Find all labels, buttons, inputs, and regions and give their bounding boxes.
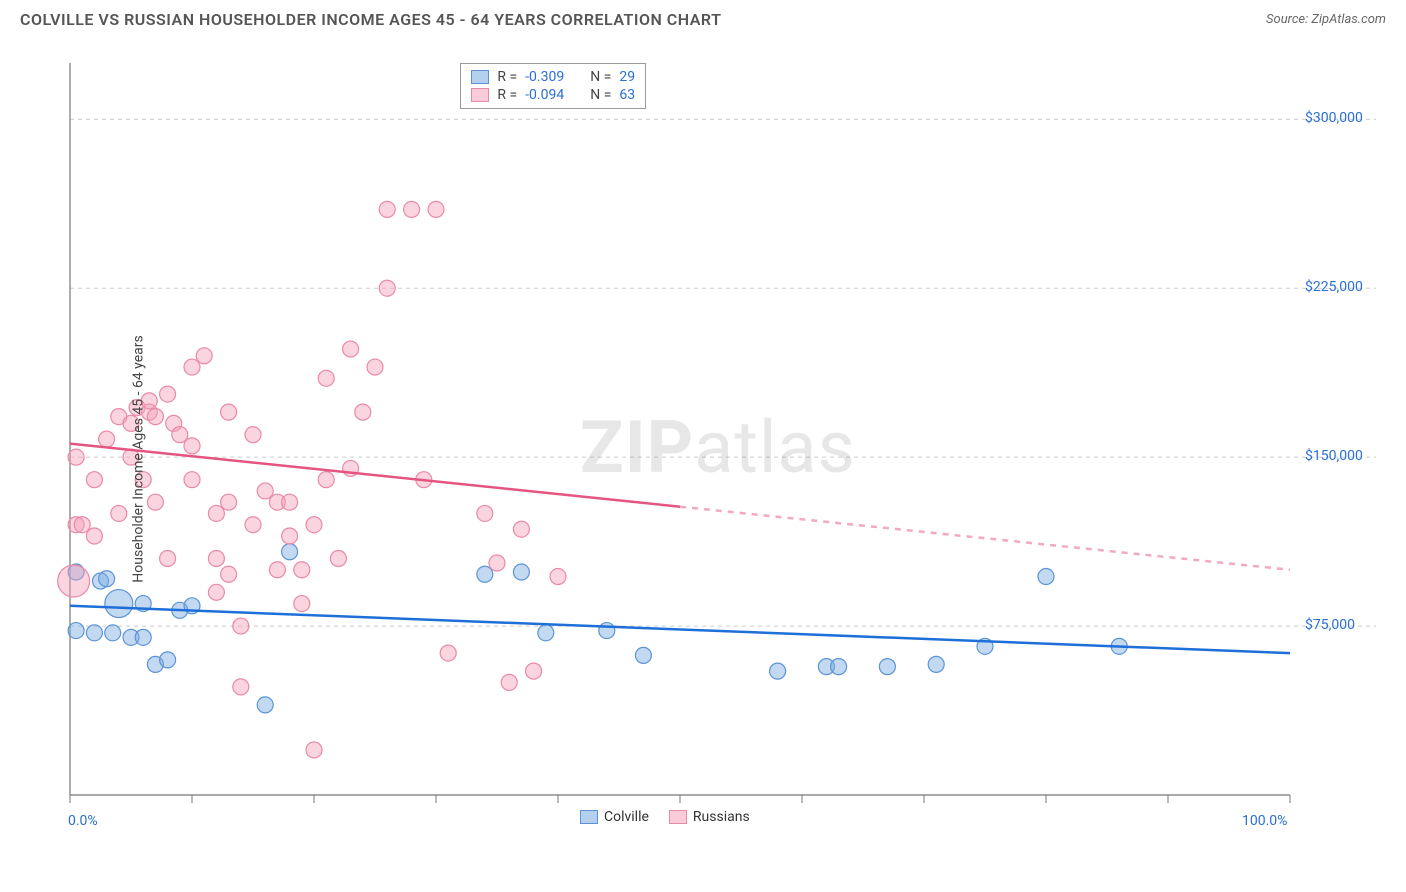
data-point (86, 472, 102, 488)
data-point (513, 564, 529, 580)
scatter-chart (20, 45, 1386, 872)
data-point (599, 623, 615, 639)
correlation-legend: R = -0.309N = 29R = -0.094N = 63 (460, 63, 646, 109)
data-point (160, 386, 176, 402)
data-point (160, 551, 176, 567)
data-point (477, 505, 493, 521)
data-point (489, 555, 505, 571)
y-tick-label: $225,000 (1305, 279, 1363, 295)
legend-stat-row: R = -0.094N = 63 (471, 86, 635, 104)
data-point (86, 528, 102, 544)
data-point (147, 494, 163, 510)
data-point (68, 449, 84, 465)
data-point (245, 517, 261, 533)
legend-stat-row: R = -0.309N = 29 (471, 68, 635, 86)
data-point (343, 341, 359, 357)
data-point (58, 565, 90, 597)
data-point (245, 427, 261, 443)
series-legend: Colville Russians (580, 809, 750, 825)
data-point (355, 404, 371, 420)
data-point (269, 562, 285, 578)
data-point (172, 427, 188, 443)
data-point (184, 359, 200, 375)
data-point (208, 505, 224, 521)
data-point (306, 517, 322, 533)
legend-item: Colville (580, 809, 649, 825)
data-point (318, 472, 334, 488)
data-point (404, 201, 420, 217)
data-point (105, 625, 121, 641)
legend-item: Russians (669, 809, 750, 825)
data-point (306, 742, 322, 758)
y-tick-label: $150,000 (1305, 448, 1363, 464)
data-point (440, 645, 456, 661)
data-point (501, 674, 517, 690)
data-point (221, 404, 237, 420)
y-axis-title: Householder Income Ages 45 - 64 years (131, 335, 147, 582)
data-point (770, 663, 786, 679)
data-point (86, 625, 102, 641)
data-point (74, 517, 90, 533)
data-point (513, 521, 529, 537)
trend-line (70, 606, 1290, 653)
trend-line-dashed (680, 507, 1290, 570)
data-point (635, 647, 651, 663)
chart-title: COLVILLE VS RUSSIAN HOUSEHOLDER INCOME A… (20, 10, 721, 29)
data-point (257, 697, 273, 713)
data-point (294, 596, 310, 612)
data-point (282, 544, 298, 560)
data-point (831, 659, 847, 675)
data-point (282, 494, 298, 510)
data-point (526, 663, 542, 679)
data-point (221, 566, 237, 582)
data-point (184, 438, 200, 454)
data-point (233, 618, 249, 634)
data-point (550, 569, 566, 585)
data-point (330, 551, 346, 567)
data-point (879, 659, 895, 675)
x-tick-label: 0.0% (68, 813, 98, 829)
data-point (208, 551, 224, 567)
data-point (477, 566, 493, 582)
data-point (184, 472, 200, 488)
data-point (1038, 569, 1054, 585)
data-point (68, 623, 84, 639)
data-point (257, 483, 273, 499)
data-point (282, 528, 298, 544)
data-point (208, 584, 224, 600)
data-point (367, 359, 383, 375)
data-point (428, 201, 444, 217)
data-point (99, 431, 115, 447)
y-tick-label: $300,000 (1305, 110, 1363, 126)
data-point (147, 409, 163, 425)
source-label: Source: ZipAtlas.com (1266, 12, 1386, 27)
chart-container: Householder Income Ages 45 - 64 years ZI… (20, 45, 1386, 872)
data-point (233, 679, 249, 695)
y-tick-label: $75,000 (1305, 617, 1355, 633)
data-point (135, 629, 151, 645)
x-tick-label: 100.0% (1242, 813, 1287, 829)
data-point (105, 590, 133, 618)
data-point (221, 494, 237, 510)
data-point (379, 280, 395, 296)
data-point (294, 562, 310, 578)
data-point (196, 348, 212, 364)
data-point (111, 505, 127, 521)
data-point (928, 656, 944, 672)
data-point (160, 652, 176, 668)
data-point (99, 571, 115, 587)
data-point (318, 370, 334, 386)
data-point (538, 625, 554, 641)
data-point (379, 201, 395, 217)
